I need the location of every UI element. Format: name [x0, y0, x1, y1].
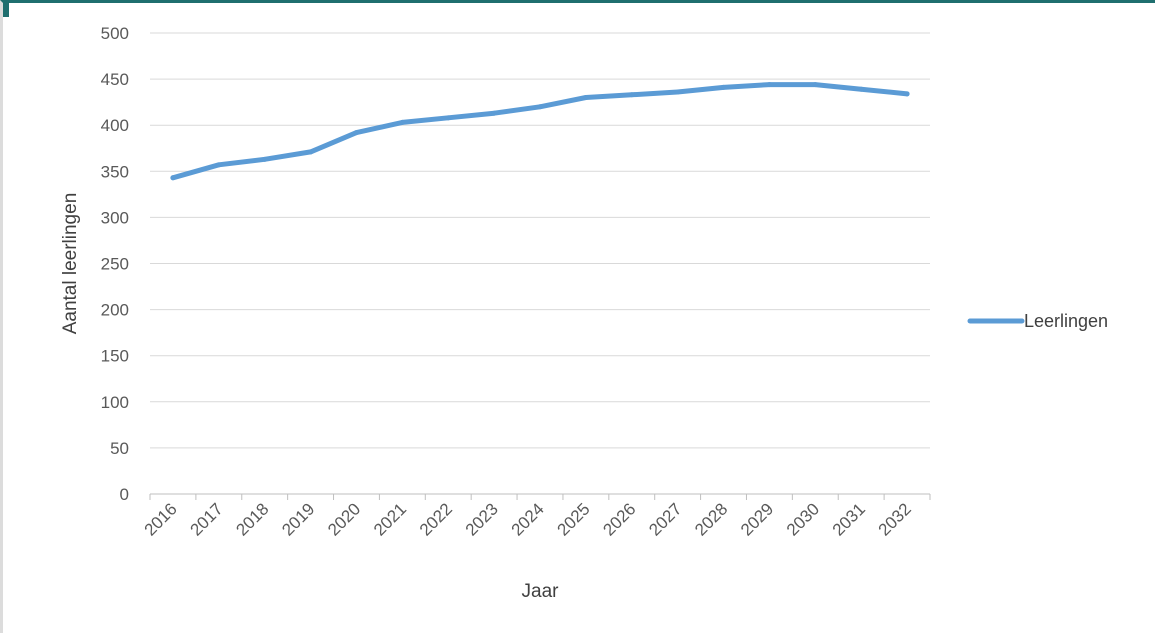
frame-corner-accent [3, 3, 9, 17]
series-line-leerlingen [170, 82, 910, 181]
x-tick-label-2029: 2029 [737, 499, 777, 539]
y-tick-labels: 0 50 100 150 200 250 300 350 400 450 500 [101, 24, 129, 504]
data-point-2021 [399, 119, 405, 125]
data-point-2019 [308, 149, 314, 155]
y-tick-label-300: 300 [101, 208, 129, 227]
legend: Leerlingen [967, 311, 1108, 331]
y-tick-label-350: 350 [101, 162, 129, 181]
x-axis [149, 493, 931, 500]
data-point-2026 [629, 92, 635, 98]
x-tick-label-2025: 2025 [554, 499, 594, 539]
data-point-2017 [216, 162, 222, 168]
x-tick-label-2031: 2031 [829, 499, 869, 539]
y-tick-label-150: 150 [101, 347, 129, 366]
y-tick-label-400: 400 [101, 116, 129, 135]
y-tick-label-200: 200 [101, 301, 129, 320]
x-tick-label-2030: 2030 [783, 499, 823, 539]
data-point-2027 [675, 89, 681, 95]
y-tick-label-100: 100 [101, 393, 129, 412]
gridlines [150, 32, 930, 449]
data-point-2030 [812, 82, 818, 88]
x-tick-label-2028: 2028 [691, 499, 731, 539]
y-tick-label-0: 0 [120, 485, 129, 504]
data-point-2022 [445, 115, 451, 121]
x-tick-label-2032: 2032 [875, 499, 915, 539]
data-point-2031 [858, 86, 864, 92]
data-point-2020 [353, 130, 359, 136]
y-tick-label-50: 50 [110, 439, 129, 458]
x-tick-label-2021: 2021 [370, 499, 410, 539]
x-tick-label-2016: 2016 [141, 499, 181, 539]
x-tick-labels: 2016 2017 2018 2019 2020 2021 2022 2023 2024 2025… [141, 499, 915, 539]
data-point-2018 [262, 156, 268, 162]
y-tick-label-250: 250 [101, 255, 129, 274]
x-tick-label-2023: 2023 [462, 499, 502, 539]
x-tick-label-2024: 2024 [508, 499, 548, 539]
data-point-2023 [491, 110, 497, 116]
x-tick-label-2022: 2022 [416, 499, 456, 539]
data-point-2024 [537, 104, 543, 110]
x-tick-label-2020: 2020 [324, 499, 364, 539]
data-point-2025 [583, 95, 589, 101]
data-point-2029 [766, 82, 772, 88]
legend-label-leerlingen: Leerlingen [1024, 311, 1108, 331]
x-tick-label-2017: 2017 [186, 499, 226, 539]
x-tick-label-2018: 2018 [232, 499, 272, 539]
x-tick-label-2026: 2026 [599, 499, 639, 539]
data-point-2016 [170, 175, 176, 181]
data-point-2032 [904, 91, 910, 97]
x-axis-title: Jaar [522, 581, 560, 602]
y-axis-title: Aantal leerlingen [60, 193, 81, 335]
x-tick-label-2019: 2019 [278, 499, 318, 539]
y-tick-label-500: 500 [101, 24, 129, 43]
data-point-2028 [721, 84, 727, 90]
x-tick-label-2027: 2027 [645, 499, 685, 539]
y-tick-label-450: 450 [101, 70, 129, 89]
series-lines [170, 82, 910, 181]
